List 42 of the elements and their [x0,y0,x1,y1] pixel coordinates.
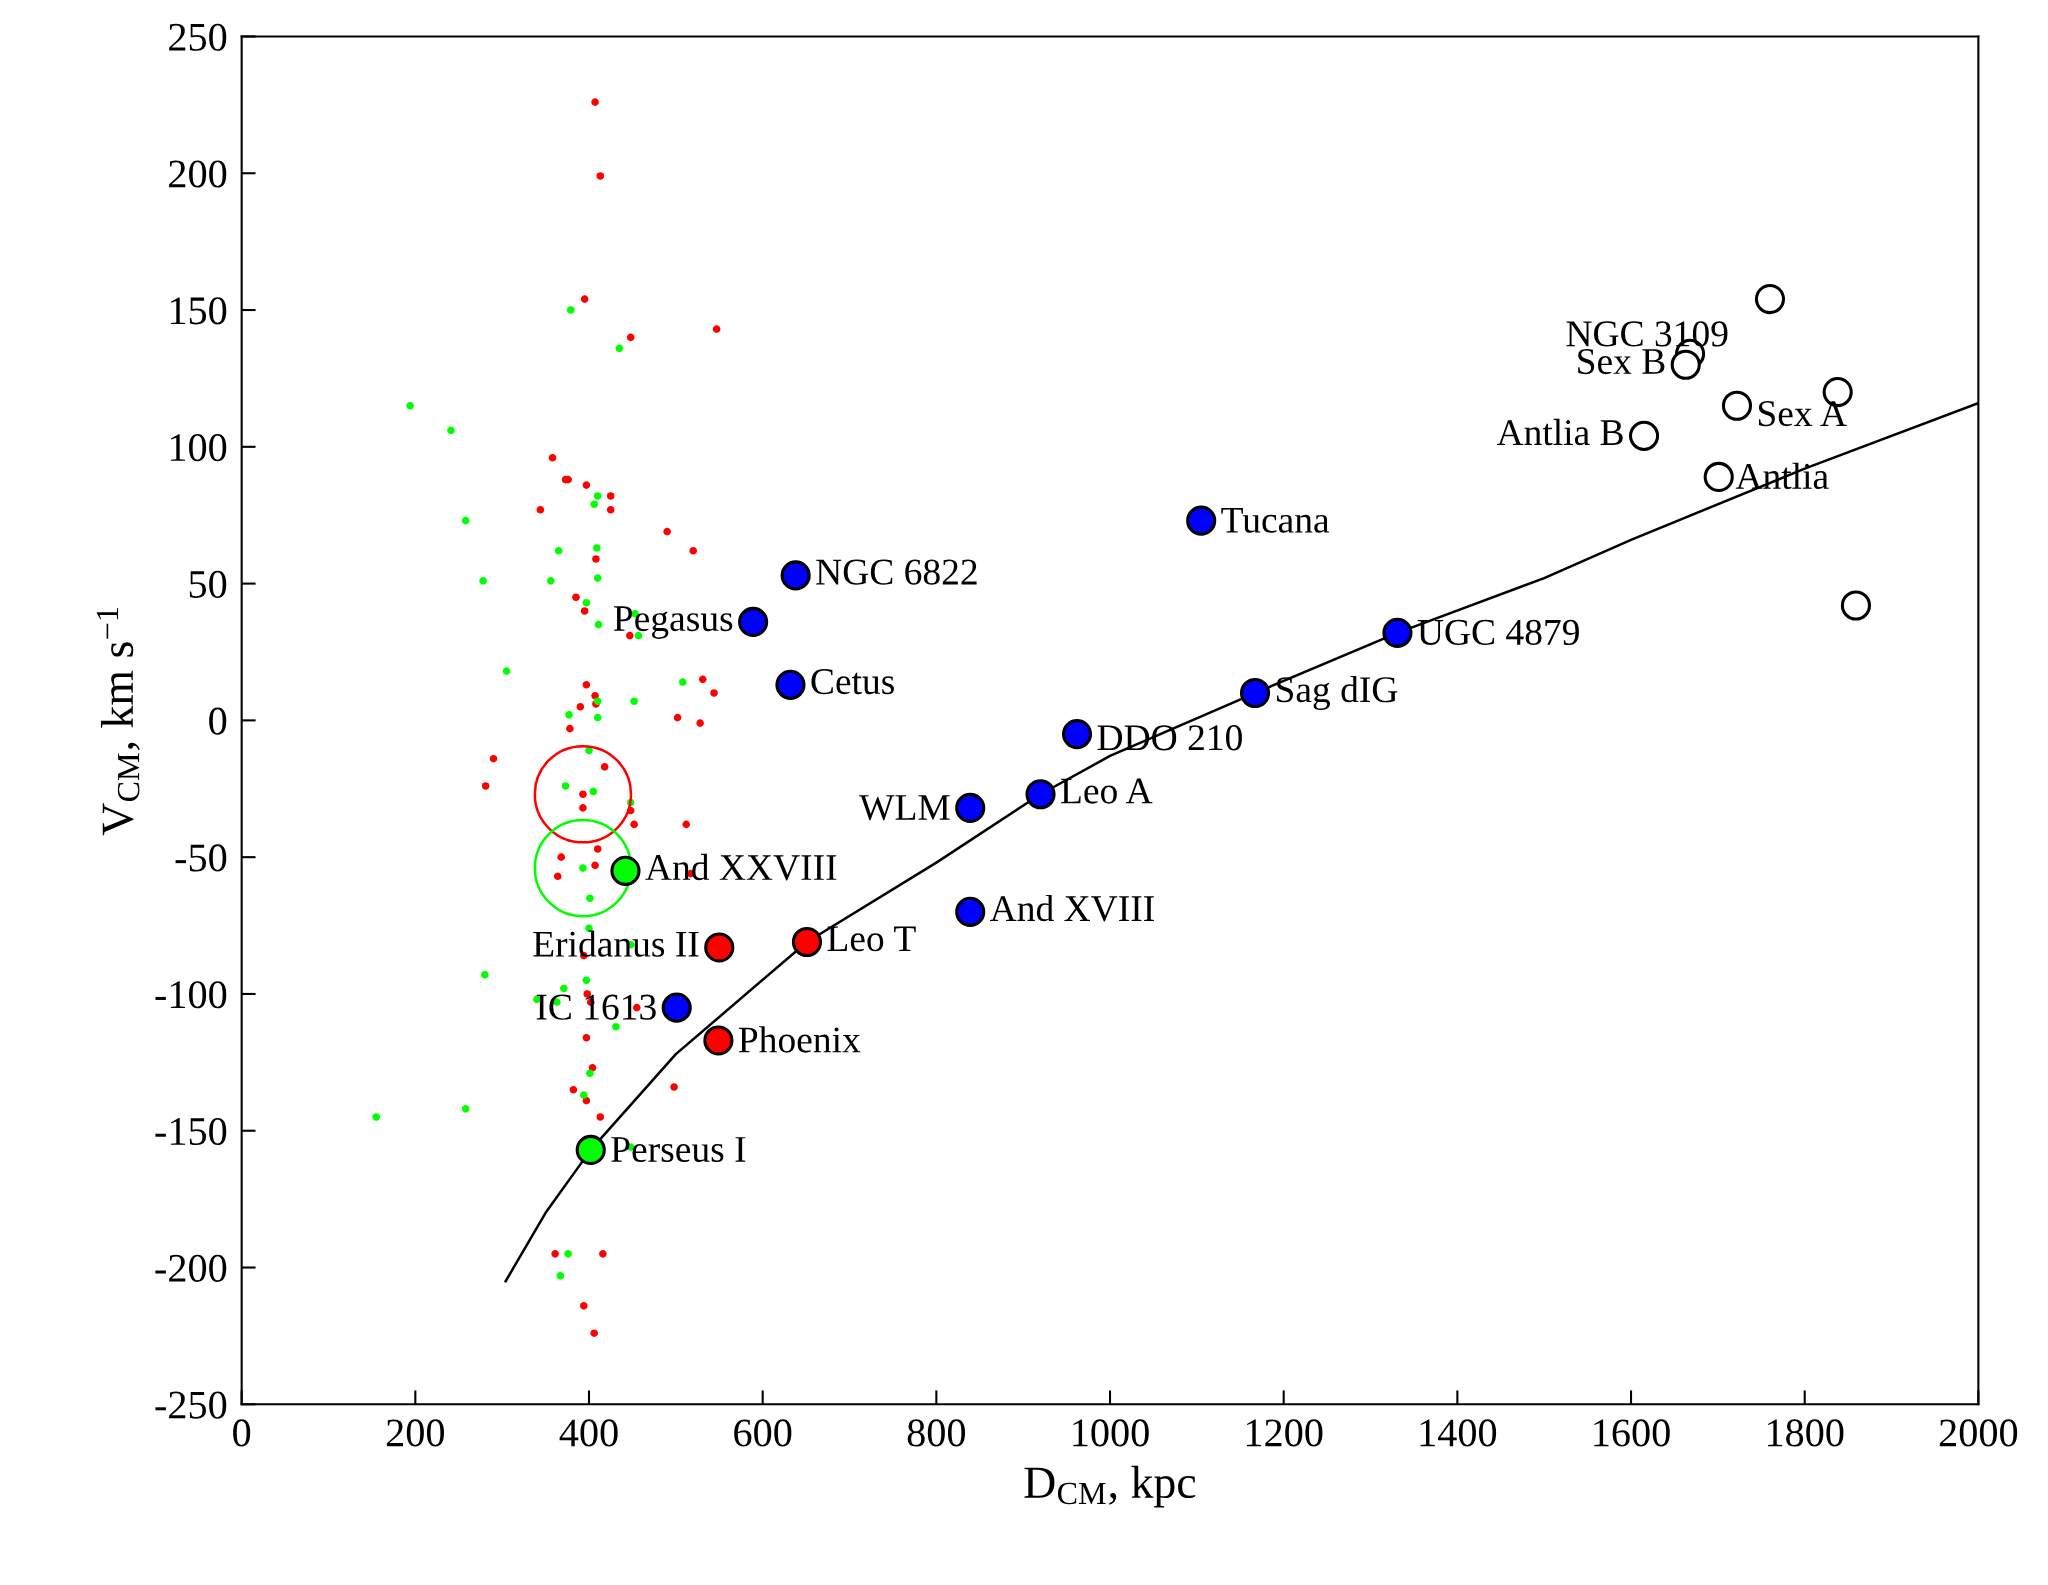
annotation: NGC 3109 [1566,321,1728,347]
y-tick-label: -250 [155,1391,227,1419]
annotation: Sag dIG [1276,675,1398,711]
annotation: Leo T [827,926,916,952]
x-tick-label: 1800 [1767,1419,1844,1447]
annotation: And XXVIII [645,853,837,881]
annotation: Cetus [811,669,894,695]
y-tick-label: 200 [169,160,227,188]
x-tick-label: 200 [386,1419,445,1447]
y-tick-label: 50 [189,570,227,598]
annotation: Phoenix [738,1026,861,1053]
annotation: NGC 6822 [816,559,977,585]
x-tick-label: 1600 [1594,1419,1670,1447]
annotation: Antlia B [1496,418,1623,446]
annotation: Sex B [1578,348,1665,375]
x-tick-label: 0 [233,1419,251,1447]
annotation: Eridanus II [533,930,699,957]
y-tick-label: -150 [155,1117,227,1146]
x-tick-label: 2000 [1939,1419,2018,1447]
y-tick-label: 150 [170,297,227,325]
y-tick-label: 100 [170,434,227,462]
annotation: Pegasus [613,606,733,639]
annotation: And XVIII [990,894,1154,922]
y-tick-label: -50 [175,844,227,872]
y-tick-label: -100 [155,981,227,1009]
x-tick-label: 600 [734,1419,792,1447]
annotation: IC 1613 [536,994,656,1020]
y-tick-label: 250 [169,23,227,51]
annotation: Perseus I [611,1137,746,1163]
annotation: Tucana [1221,507,1330,533]
y-axis-title: V$_{CM}$, km s$^{−1}$ [96,608,140,836]
annotation: UGC 4879 [1417,619,1579,645]
annotation: Leo A [1061,778,1153,804]
x-tick-label: 1400 [1420,1419,1497,1447]
x-tick-label: 1000 [1073,1419,1149,1447]
x-tick-label: 800 [907,1419,966,1447]
annotation: WLM [859,795,950,821]
y-tick-label: -200 [155,1254,227,1282]
y-tick-label: 0 [209,707,227,735]
x-axis-title: D$_{CM}$, kpc [1024,1465,1196,1508]
x-tick-label: 1200 [1246,1419,1323,1447]
x-tick-label: 400 [559,1419,618,1447]
